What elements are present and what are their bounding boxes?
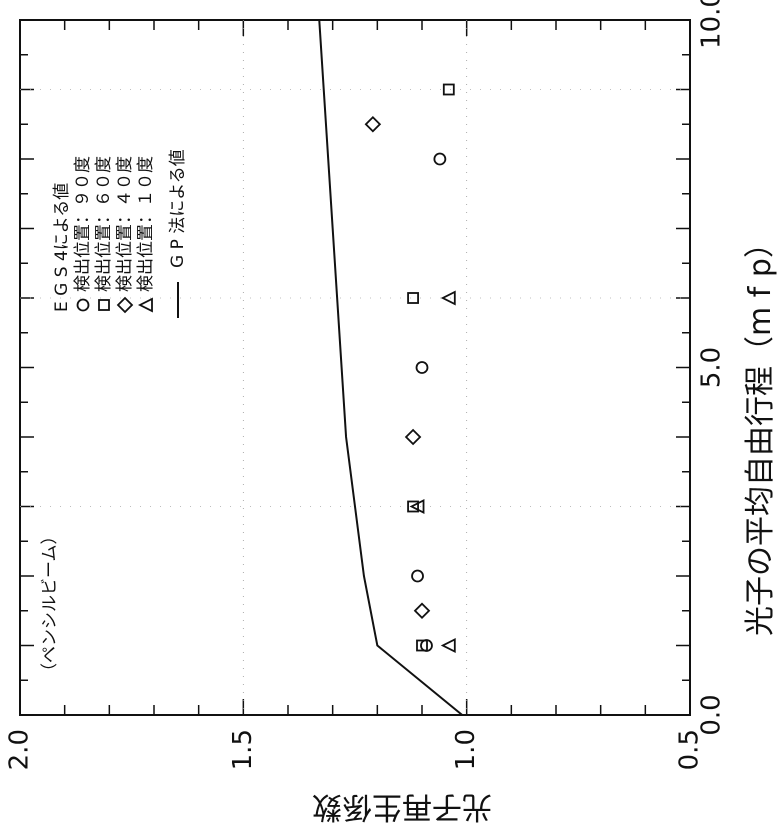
y-axis-title-group: 光子再生係数: [312, 789, 492, 824]
plot-annotation: （ペンシルビーム）: [40, 528, 60, 681]
gp-method-line: [318, 19, 463, 716]
triangle-point: [440, 290, 456, 306]
data-marks: [318, 19, 463, 716]
y-axis-title: 光子再生係数: [312, 789, 492, 824]
tick-labels: 0.5 1.0 1.5 2.0 0.0 5.0 10.0: [5, 0, 727, 770]
triangle-point: [409, 499, 425, 514]
legend-circle-marker: [76, 298, 90, 312]
plot-frame: [19, 19, 691, 716]
legend-diamond-marker: [116, 296, 134, 314]
legend-label: 検出位置：６０度: [94, 156, 114, 292]
circle-point: [433, 152, 447, 166]
dotted-grid: [20, 20, 690, 715]
y-tick-label: 1.5: [228, 729, 258, 770]
y-tick-label: 2.0: [5, 729, 35, 770]
legend-square-marker: [98, 299, 110, 311]
diamond-point: [413, 602, 431, 620]
legend-title: E G S 4による値: [52, 183, 72, 312]
square-point: [407, 292, 419, 304]
legend-label: G P 法による値: [168, 149, 188, 268]
x-axis-title: 光子の平均自由行程（m f p）: [743, 228, 778, 636]
x-tick-label: 10.0: [697, 0, 727, 49]
diamond-point: [364, 115, 382, 133]
y-tick-label: 0.5: [675, 729, 705, 770]
legend-label: 検出位置：１０度: [136, 156, 156, 292]
circle-point: [415, 361, 429, 374]
diamond-point: [404, 428, 422, 446]
legend-label: 検出位置：４０度: [115, 156, 135, 292]
x-axis-title-group: 光子の平均自由行程（m f p）: [743, 228, 778, 636]
triangle-point: [440, 638, 456, 653]
tick-marks: [19, 19, 691, 716]
circle-point: [411, 569, 424, 583]
x-tick-label: 5.0: [697, 347, 727, 388]
legend-label: 検出位置：９０度: [73, 156, 93, 292]
x-tick-label: 0.0: [697, 694, 727, 735]
legend-triangle-marker: [137, 297, 153, 313]
square-point: [442, 83, 455, 96]
square-point: [407, 500, 419, 513]
y-tick-label: 1.0: [451, 729, 481, 770]
legend: E G S 4による値 検出位置：９０度 検出位置：６０度 検出位置：４０度 検出位置：…: [52, 149, 188, 318]
square-point: [416, 639, 428, 652]
annotation-group: （ペンシルビーム）: [40, 528, 60, 681]
